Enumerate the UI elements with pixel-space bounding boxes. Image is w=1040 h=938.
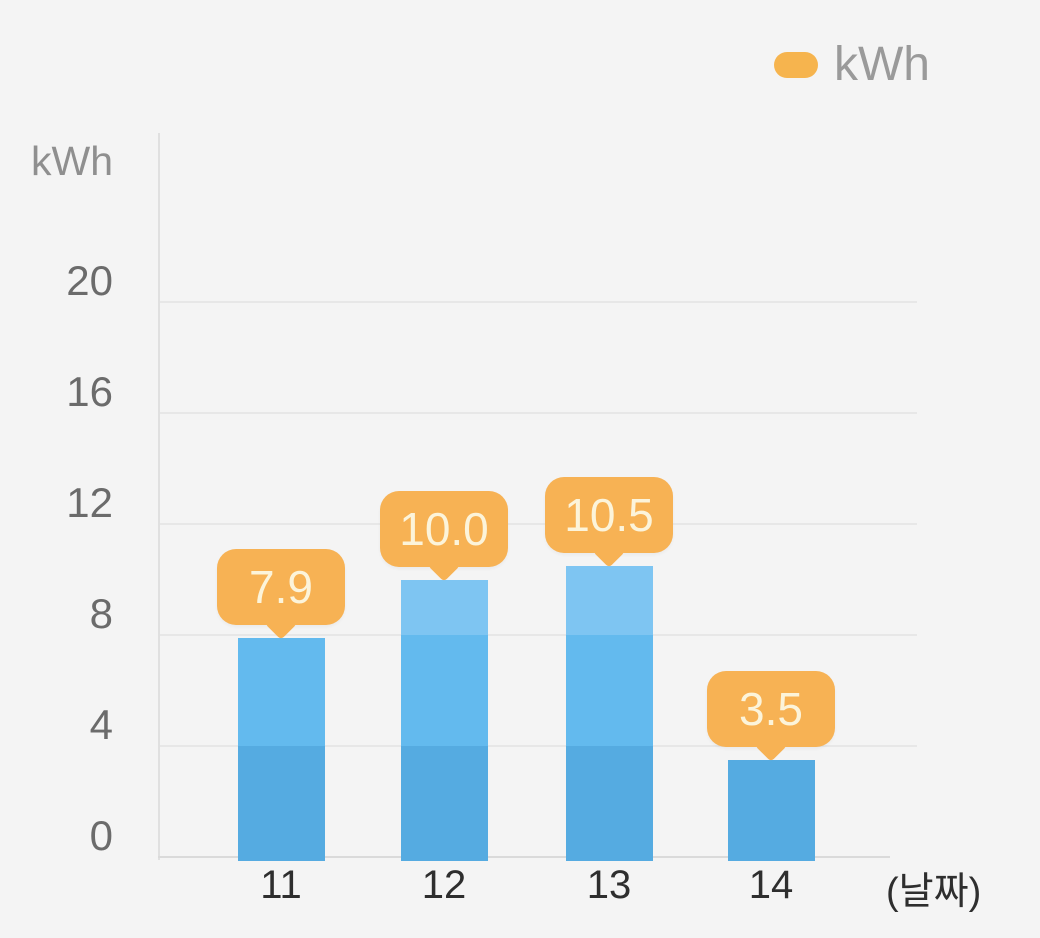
y-tick-label: 0 — [89, 812, 113, 859]
x-axis-unit-label: (날짜) — [886, 871, 982, 913]
y-tick-label: 20 — [66, 257, 113, 304]
bar[interactable] — [565, 565, 653, 861]
y-axis-line — [158, 133, 160, 860]
callout-value: 10.5 — [564, 488, 654, 541]
bar-value-callout: 10.0 — [380, 490, 508, 582]
x-tick-label: 11 — [260, 863, 302, 907]
bar[interactable] — [400, 579, 488, 861]
y-tick-label: 8 — [89, 590, 113, 637]
x-tick-label: 13 — [586, 863, 632, 907]
bar-value-callout: 3.5 — [707, 670, 835, 762]
y-tick-label: 16 — [66, 368, 113, 415]
y-axis-unit-label: kWh — [31, 138, 113, 184]
gridline — [158, 412, 917, 414]
gridline — [158, 523, 917, 525]
bar[interactable] — [237, 637, 325, 861]
bar-value-callout: 10.5 — [545, 476, 673, 568]
y-tick-label: 12 — [66, 479, 113, 526]
y-tick-label: 4 — [89, 701, 113, 748]
gridline — [158, 634, 917, 636]
gridline — [158, 745, 917, 747]
x-tick-label: 14 — [748, 863, 794, 907]
legend-label: kWh — [834, 38, 930, 91]
x-axis-line — [158, 856, 890, 858]
bar[interactable] — [727, 759, 815, 861]
callout-value: 10.0 — [399, 502, 489, 555]
callout-value: 7.9 — [249, 560, 313, 613]
legend: kWh — [774, 40, 930, 90]
gridline — [158, 301, 917, 303]
bar-value-callout: 7.9 — [217, 548, 345, 640]
legend-swatch-icon — [774, 52, 818, 78]
callout-value: 3.5 — [739, 682, 803, 735]
x-tick-label: 12 — [421, 863, 467, 907]
